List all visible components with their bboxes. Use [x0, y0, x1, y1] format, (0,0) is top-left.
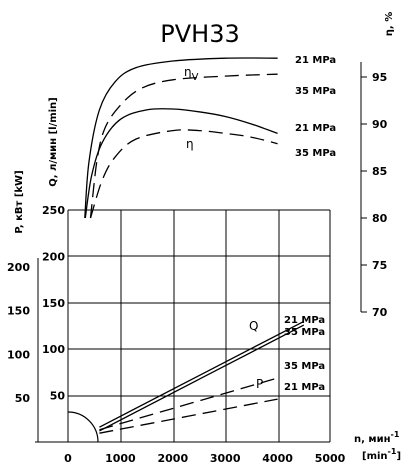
series-line-p-21 — [99, 398, 278, 434]
pressure-label: 35 MPa — [284, 327, 325, 338]
p-tick-label: 200 — [7, 261, 30, 274]
q-tick-label: 50 — [50, 390, 66, 403]
eta-v-label: ηV — [184, 65, 199, 83]
pressure-label: 21 MPa — [284, 315, 325, 326]
series-line-p-35 — [99, 377, 278, 431]
eta-tick-label: 80 — [372, 212, 388, 225]
q-curve-label: Q — [249, 319, 258, 333]
series-line-eta-21 — [84, 108, 278, 219]
series-line-eta-35 — [89, 129, 278, 219]
pressure-label: 21 MPa — [295, 55, 336, 66]
p-axis-ticks: 50 100 150 200 — [7, 261, 30, 405]
p-tick-label: 100 — [7, 348, 30, 361]
q-tick-label: 150 — [42, 297, 65, 310]
x-tick-label: 3000 — [210, 452, 241, 465]
q-tick-label: 200 — [42, 250, 65, 263]
x-tick-label: 5000 — [315, 452, 346, 465]
x-axis-unit: [min-1] — [362, 447, 401, 462]
eta-tick-label: 85 — [372, 165, 387, 178]
q-tick-label: 100 — [42, 343, 65, 356]
series-line-q-21 — [99, 320, 305, 428]
q-tick-label: 250 — [42, 204, 65, 217]
eta-tick-label: 90 — [372, 118, 388, 131]
p-tick-label: 50 — [15, 392, 31, 405]
pressure-label: 35 MPa — [284, 361, 325, 372]
x-axis-ticks: 0 1000 2000 3000 4000 5000 — [64, 452, 345, 465]
grid — [35, 209, 331, 443]
x-tick-label: 1000 — [105, 452, 136, 465]
pressure-label: 35 MPa — [295, 86, 336, 97]
series-line-eta-v-21 — [84, 57, 278, 219]
origin-arc — [67, 411, 99, 443]
pressure-label: 35 MPa — [295, 148, 336, 159]
pressure-label: 21 MPa — [295, 123, 336, 134]
chart-title: PVH33 — [160, 20, 239, 48]
eta-tick-label: 75 — [372, 259, 387, 272]
eta-tick-label: 70 — [372, 306, 388, 319]
eta-axis-label: η, % — [384, 12, 395, 36]
eta-tick-label: 95 — [372, 71, 387, 84]
p-tick-label: 150 — [7, 305, 30, 318]
curves — [84, 57, 305, 434]
p-axis-label: P, кВт [kW] — [14, 170, 25, 233]
pressure-label: 21 MPa — [284, 382, 325, 393]
q-axis-ticks: 50 100 150 200 250 — [42, 204, 65, 403]
eta-axis: 70 75 80 85 90 95 η, % — [360, 12, 395, 319]
p-curve-label: P — [256, 377, 263, 391]
x-tick-label: 4000 — [262, 452, 293, 465]
x-axis-label: n, мин-1 — [354, 430, 400, 445]
x-tick-label: 2000 — [157, 452, 188, 465]
series-line-eta-v-35 — [89, 73, 278, 219]
x-tick-label: 0 — [64, 452, 72, 465]
series-line-q-35 — [99, 324, 305, 432]
q-axis-label: Q, л/мин [l/min] — [48, 97, 59, 187]
eta-label: η — [186, 137, 194, 151]
